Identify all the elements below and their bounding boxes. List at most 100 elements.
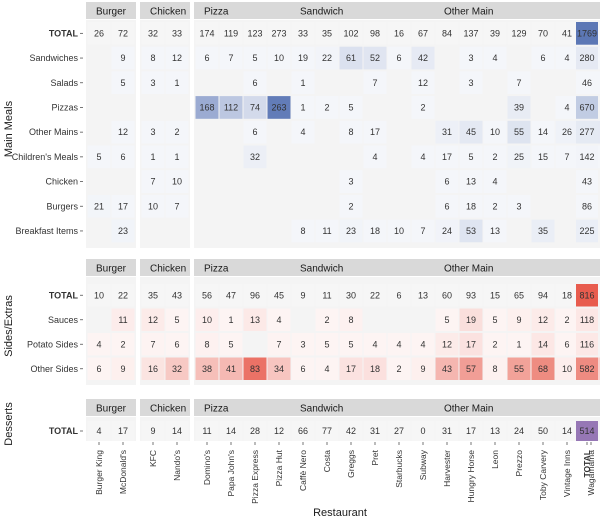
cell-value: 6	[120, 152, 125, 162]
cell-value: 45	[274, 290, 284, 300]
cell-value: 56	[202, 290, 212, 300]
cell-value: 4	[276, 315, 281, 325]
x-tick-label-subway: Subway	[418, 449, 428, 480]
cell-value: 77	[322, 426, 332, 436]
cell-main-meals-children-s-meals-hungry-horse	[459, 145, 483, 169]
cell-value: 1	[516, 339, 521, 349]
total-cell-value: 116	[580, 339, 594, 349]
cell-main-meals-other-mains-leon	[483, 120, 507, 144]
cell-value: 5	[492, 315, 497, 325]
cell-main-meals-sandwiches-hungry-horse	[459, 46, 483, 70]
total-cell-value: 280	[579, 53, 594, 63]
cell-main-meals-sandwiches-domino-s	[195, 46, 219, 70]
cell-main-meals-children-s-meals-pizza-express	[243, 145, 267, 169]
total-cell-desserts-total	[576, 421, 598, 441]
cell-main-meals-other-mains-mcdonald-s	[111, 120, 135, 144]
total-cell-main-meals-sandwiches	[576, 46, 598, 70]
cell-main-meals-total-subway	[411, 22, 435, 45]
cell-main-meals-other-mains-harvester	[435, 120, 459, 144]
cell-main-meals-total-domino-s	[195, 22, 219, 45]
cell-value: 0	[420, 426, 425, 436]
total-cell-value: 142	[579, 152, 594, 162]
x-tick-label-toby-carvery: Toby Carvery	[538, 449, 548, 500]
cell-value: 35	[538, 226, 548, 236]
cell-value: 66	[298, 426, 308, 436]
total-cell-main-meals-chicken	[576, 170, 598, 193]
cell-sides-extras-total-starbucks	[387, 284, 411, 307]
total-cell-sides-extras-potato-sides	[576, 333, 598, 356]
cell-value: 41	[562, 28, 572, 38]
cell-value: 93	[466, 290, 476, 300]
cell-value: 4	[324, 364, 329, 374]
cell-main-meals-salads-hungry-horse	[459, 71, 483, 95]
cell-sides-extras-total-caff-nero	[291, 284, 315, 307]
row-label-main-meals-breakfast-items: Breakfast Items	[15, 226, 78, 236]
cell-value: 15	[538, 152, 548, 162]
cell-value: 17	[118, 201, 128, 211]
cell-desserts-total-prezzo	[507, 421, 531, 441]
cell-value: 24	[514, 426, 524, 436]
x-tick-label-total: TOTAL	[582, 450, 592, 478]
x-tick-label-starbucks: Starbucks	[394, 450, 404, 488]
x-tick-label-mcdonald-s: McDonald's	[118, 450, 128, 494]
cell-value: 5	[348, 102, 353, 112]
total-cell-sides-extras-other-sides	[576, 357, 598, 380]
x-axis-title: Restaurant	[313, 507, 367, 519]
cell-desserts-total-pizza-hut	[267, 421, 291, 441]
cell-value: 33	[172, 28, 182, 38]
cell-desserts-total-nando-s	[165, 421, 189, 441]
cell-main-meals-total-hungry-horse	[459, 22, 483, 45]
cell-desserts-total-toby-carvery	[531, 421, 555, 441]
cell-main-meals-breakfast-items-hungry-horse	[459, 219, 483, 243]
cell-sides-extras-potato-sides-subway	[411, 333, 435, 356]
cell-value: 4	[420, 152, 425, 162]
cell-value: 32	[172, 364, 182, 374]
cell-main-meals-sandwiches-pret	[363, 46, 387, 70]
cell-main-meals-sandwiches-caff-nero	[291, 46, 315, 70]
cell-value: 10	[490, 127, 500, 137]
cell-main-meals-total-kfc	[141, 22, 165, 45]
cell-sides-extras-sauces-pizza-express	[243, 308, 267, 331]
cell-sides-extras-total-kfc	[141, 284, 165, 307]
cell-sides-extras-other-sides-pizza-hut	[267, 357, 291, 380]
cell-sides-extras-total-vintage-inns	[555, 284, 579, 307]
cell-value: 6	[396, 53, 401, 63]
cell-sides-extras-potato-sides-nando-s	[165, 333, 189, 356]
cell-value: 273	[271, 28, 286, 38]
cell-value: 25	[514, 152, 524, 162]
cell-value: 35	[322, 28, 332, 38]
cell-value: 112	[224, 102, 238, 112]
facet-strip-sides-extras-burger	[86, 259, 136, 276]
cell-sides-extras-potato-sides-prezzo	[507, 333, 531, 356]
cell-value: 31	[442, 127, 452, 137]
facet-strip-label: Chicken	[150, 7, 186, 18]
cell-value: 102	[343, 28, 358, 38]
cell-value: 9	[150, 426, 155, 436]
cell-main-meals-total-vintage-inns	[555, 22, 579, 45]
cell-value: 24	[442, 226, 452, 236]
cell-sides-extras-other-sides-domino-s	[195, 357, 219, 380]
cell-main-meals-total-greggs	[339, 22, 363, 45]
cell-value: 5	[120, 78, 125, 88]
cell-main-meals-children-s-meals-harvester	[435, 145, 459, 169]
cell-sides-extras-total-toby-carvery	[531, 284, 555, 307]
cell-value: 4	[96, 339, 101, 349]
row-label-main-meals-total: TOTAL	[49, 28, 79, 38]
cell-value: 18	[370, 226, 380, 236]
cell-value: 2	[492, 339, 497, 349]
cell-value: 5	[96, 152, 101, 162]
cell-main-meals-other-mains-caff-nero	[291, 120, 315, 144]
cell-value: 4	[96, 426, 101, 436]
cell-value: 10	[172, 177, 182, 187]
cell-sides-extras-sauces-prezzo	[507, 308, 531, 331]
cell-sides-extras-potato-sides-burger-king	[87, 333, 111, 356]
cell-main-meals-children-s-meals-leon	[483, 145, 507, 169]
cell-main-meals-pizzas-pizza-hut	[267, 96, 291, 119]
cell-sides-extras-other-sides-pizza-express	[243, 357, 267, 380]
total-cell-main-meals-burgers	[576, 194, 598, 218]
facet-strip-sides-extras-other-main	[434, 259, 600, 276]
x-tick-label-costa: Costa	[322, 450, 332, 472]
cell-value: 72	[118, 28, 128, 38]
cell-sides-extras-total-pizza-express	[243, 284, 267, 307]
cell-value: 17	[466, 426, 476, 436]
